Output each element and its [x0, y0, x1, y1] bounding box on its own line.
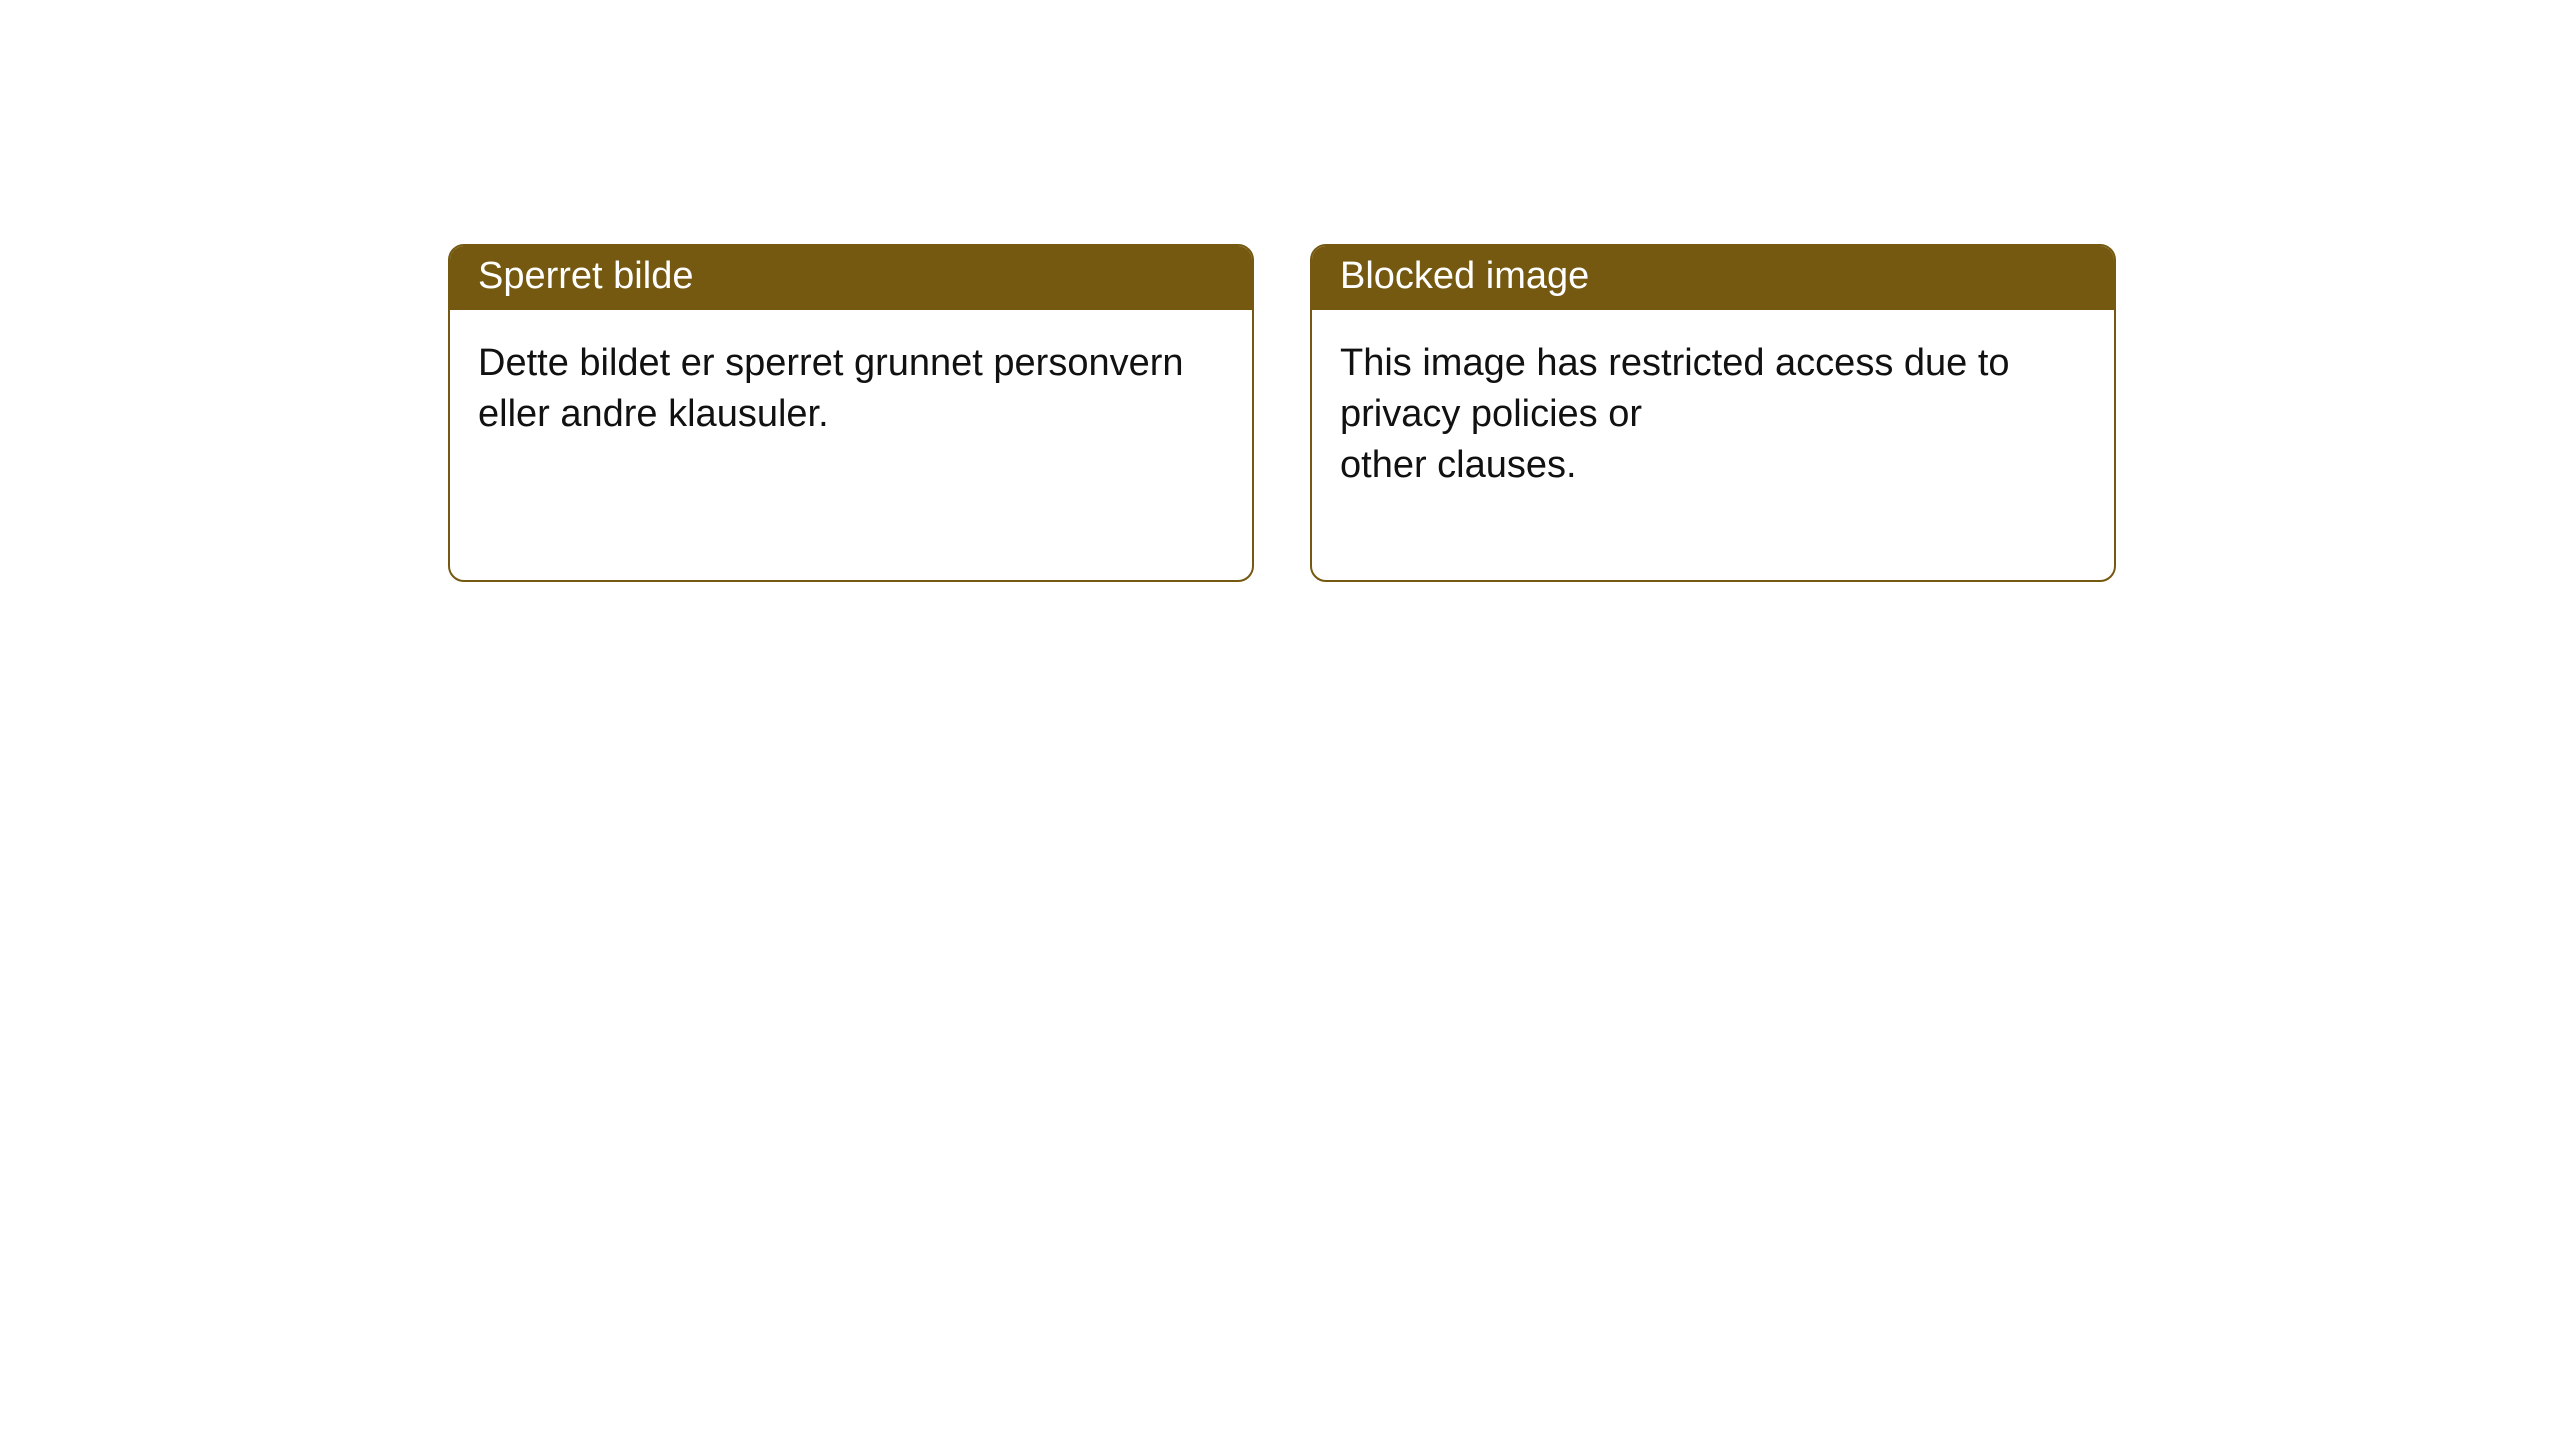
notice-card-en: Blocked image This image has restricted …: [1310, 244, 2116, 582]
notice-body-no: Dette bildet er sperret grunnet personve…: [450, 310, 1252, 441]
notice-container: Sperret bilde Dette bildet er sperret gr…: [0, 0, 2560, 582]
notice-body-en: This image has restricted access due to …: [1312, 310, 2114, 492]
notice-card-no: Sperret bilde Dette bildet er sperret gr…: [448, 244, 1254, 582]
notice-header-en: Blocked image: [1312, 246, 2114, 310]
notice-header-no: Sperret bilde: [450, 246, 1252, 310]
